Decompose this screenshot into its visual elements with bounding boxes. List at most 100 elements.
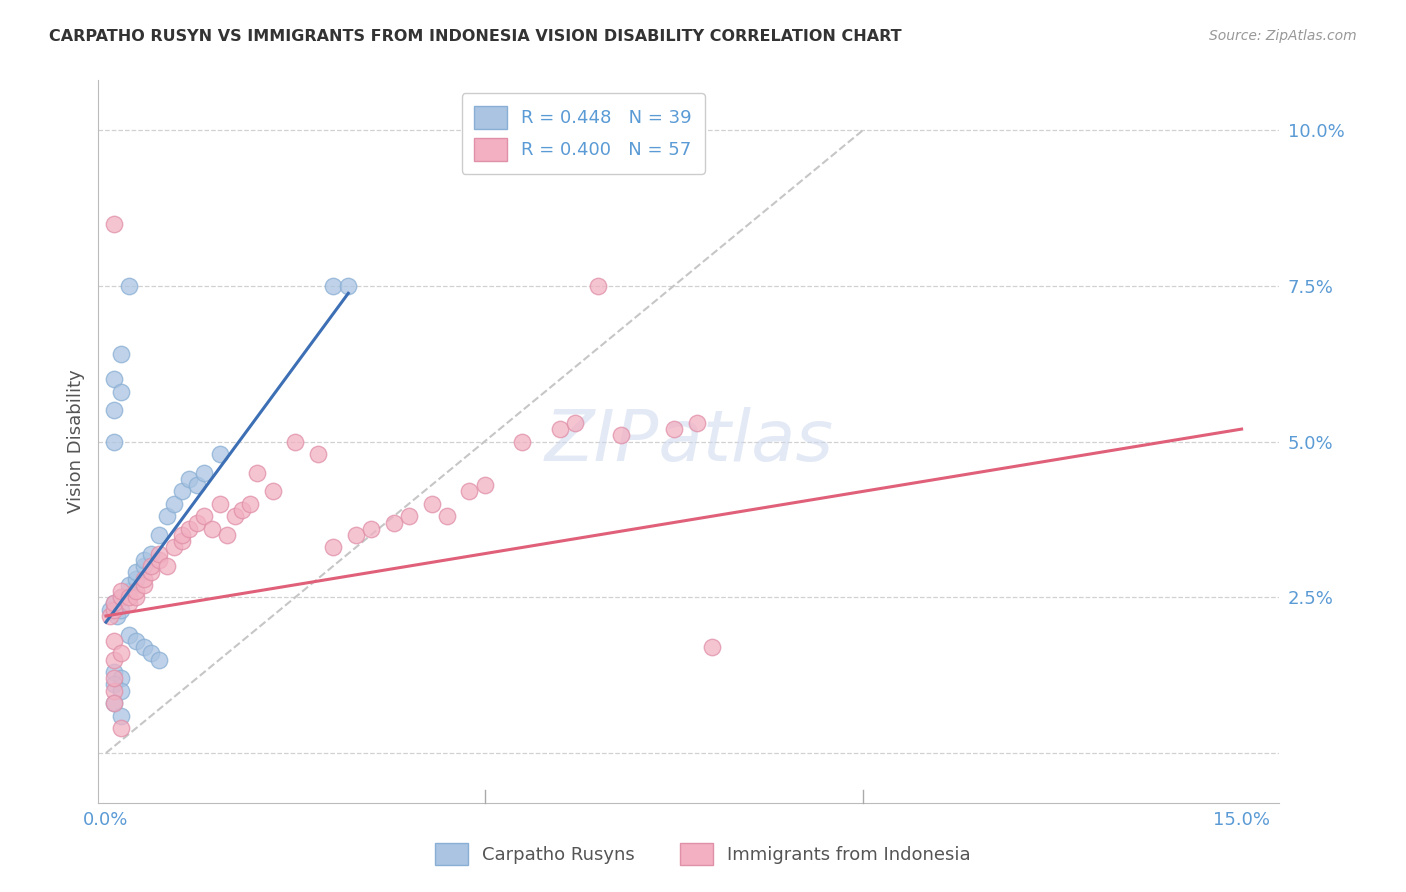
Point (110, 708, 132, 723)
Point (141, 547, 163, 561)
Point (110, 671, 132, 685)
Point (103, 665, 125, 679)
Point (163, 497, 186, 511)
Point (685, 416, 707, 430)
Point (118, 584, 141, 599)
Point (700, 640, 723, 654)
Point (512, 434, 534, 449)
Point (110, 347, 132, 361)
Point (103, 597, 125, 611)
Point (208, 447, 231, 461)
Point (110, 646, 132, 660)
Point (148, 553, 170, 567)
Point (193, 509, 215, 524)
Point (118, 578, 141, 592)
Point (224, 509, 246, 524)
Point (132, 553, 155, 567)
Point (193, 466, 215, 480)
Point (103, 671, 125, 685)
Point (586, 278, 609, 293)
Point (217, 528, 239, 542)
Point (125, 633, 148, 648)
Point (186, 478, 208, 492)
Point (307, 447, 329, 461)
Point (360, 522, 382, 536)
Point (125, 566, 148, 580)
Point (322, 541, 344, 555)
Point (103, 217, 125, 231)
Point (201, 522, 224, 536)
Point (118, 627, 141, 641)
Point (564, 416, 586, 430)
Point (103, 434, 125, 449)
Point (132, 572, 155, 586)
Point (337, 278, 360, 293)
Point (105, 609, 128, 624)
Point (382, 516, 405, 530)
Point (110, 584, 132, 599)
Point (125, 572, 148, 586)
Point (141, 559, 163, 574)
Point (98, 609, 121, 624)
Point (170, 484, 193, 499)
Point (155, 509, 177, 524)
Point (132, 559, 155, 574)
Point (103, 677, 125, 691)
Point (458, 484, 481, 499)
Point (103, 633, 125, 648)
Point (103, 603, 125, 617)
Point (132, 578, 155, 592)
Point (662, 422, 685, 436)
Point (179, 472, 201, 486)
Point (103, 652, 125, 666)
Point (186, 516, 208, 530)
Point (262, 484, 284, 499)
Point (125, 584, 148, 599)
Point (420, 497, 443, 511)
Text: ZIPatlas: ZIPatlas (544, 407, 834, 476)
Point (110, 683, 132, 698)
Point (322, 278, 344, 293)
Point (436, 509, 458, 524)
Point (208, 497, 231, 511)
Point (610, 428, 633, 442)
Point (110, 591, 132, 605)
Point (239, 497, 262, 511)
Legend: Carpatho Rusyns, Immigrants from Indonesia: Carpatho Rusyns, Immigrants from Indones… (427, 836, 979, 872)
Point (118, 278, 141, 293)
Point (179, 522, 201, 536)
Point (170, 534, 193, 549)
Point (118, 591, 141, 605)
Point (548, 422, 571, 436)
Y-axis label: Vision Disability: Vision Disability (66, 369, 84, 514)
Point (398, 509, 420, 524)
Point (474, 478, 496, 492)
Text: CARPATHO RUSYN VS IMMIGRANTS FROM INDONESIA VISION DISABILITY CORRELATION CHART: CARPATHO RUSYN VS IMMIGRANTS FROM INDONE… (49, 29, 901, 44)
Point (103, 696, 125, 710)
Point (344, 528, 367, 542)
Point (148, 528, 170, 542)
Point (284, 434, 307, 449)
Point (110, 603, 132, 617)
Point (231, 503, 253, 517)
Point (246, 466, 269, 480)
Point (148, 652, 170, 666)
Point (141, 566, 163, 580)
Point (132, 640, 155, 654)
Legend: R = 0.448   N = 39, R = 0.400   N = 57: R = 0.448 N = 39, R = 0.400 N = 57 (461, 93, 704, 174)
Point (103, 403, 125, 417)
Point (155, 559, 177, 574)
Point (148, 547, 170, 561)
Point (103, 597, 125, 611)
Point (170, 528, 193, 542)
Text: Source: ZipAtlas.com: Source: ZipAtlas.com (1209, 29, 1357, 43)
Point (110, 591, 132, 605)
Point (110, 384, 132, 399)
Point (103, 696, 125, 710)
Point (125, 591, 148, 605)
Point (141, 646, 163, 660)
Point (110, 721, 132, 735)
Point (103, 683, 125, 698)
Point (118, 597, 141, 611)
Point (98, 603, 121, 617)
